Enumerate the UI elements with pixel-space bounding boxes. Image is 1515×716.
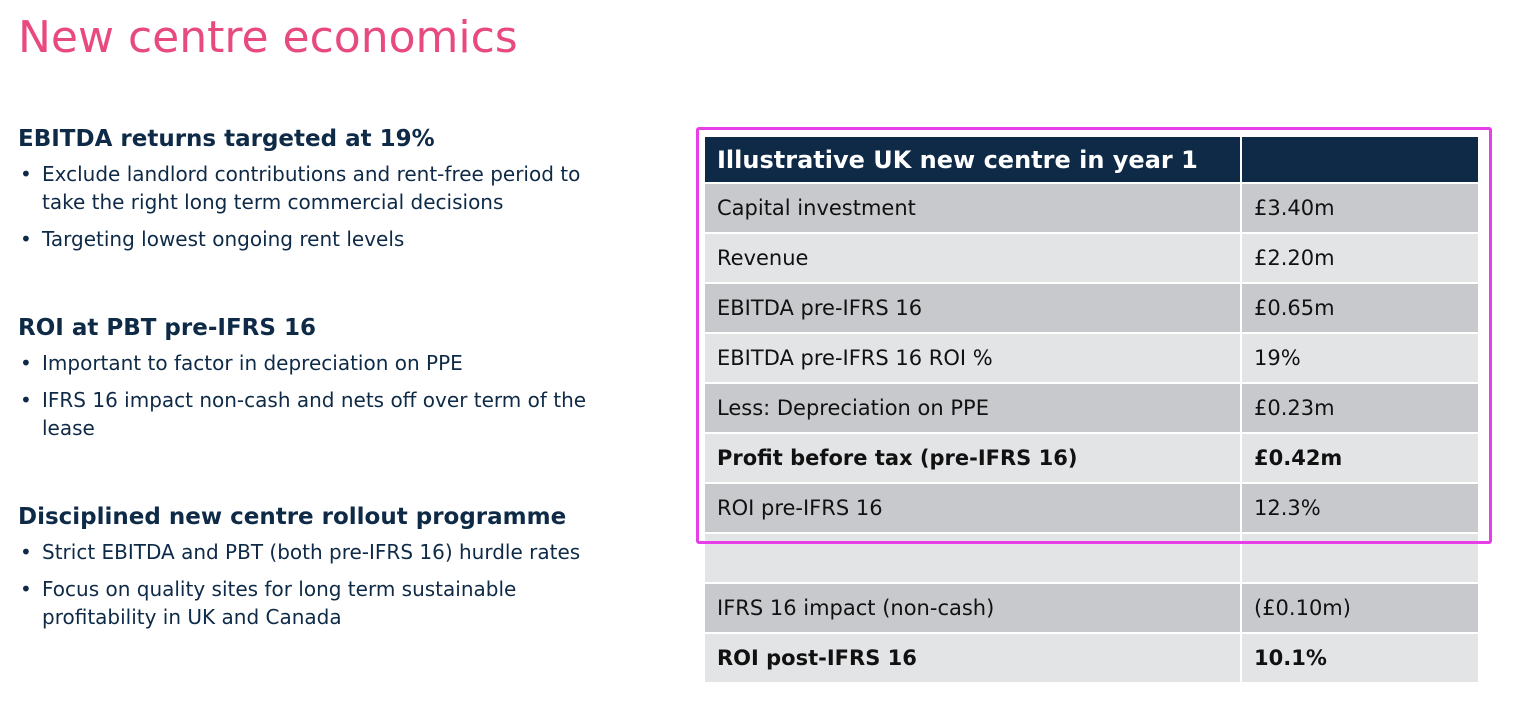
bullet: Strict EBITDA and PBT (both pre-IFRS 16)… bbox=[20, 538, 617, 566]
row-label: Less: Depreciation on PPE bbox=[705, 384, 1240, 432]
spacer-cell bbox=[705, 534, 1240, 582]
table-row: Profit before tax (pre-IFRS 16) £0.42m bbox=[705, 434, 1478, 482]
row-label: Capital investment bbox=[705, 184, 1240, 232]
row-label: ROI pre-IFRS 16 bbox=[705, 484, 1240, 532]
section: Disciplined new centre rollout programme… bbox=[18, 504, 638, 640]
row-label: IFRS 16 impact (non-cash) bbox=[705, 584, 1240, 632]
header-cell: Illustrative UK new centre in year 1 bbox=[705, 137, 1240, 182]
row-value: £0.42m bbox=[1242, 434, 1478, 482]
row-value: (£0.10m) bbox=[1242, 584, 1478, 632]
section: EBITDA returns targeted at 19% Exclude la… bbox=[18, 126, 638, 262]
bullet: Targeting lowest ongoing rent levels bbox=[20, 225, 617, 253]
row-label: ROI post-IFRS 16 bbox=[705, 634, 1240, 682]
row-value: £2.20m bbox=[1242, 234, 1478, 282]
bullet-list: Strict EBITDA and PBT (both pre-IFRS 16)… bbox=[18, 538, 638, 631]
table-row: Capital investment £3.40m bbox=[705, 184, 1478, 232]
table-row: EBITDA pre-IFRS 16 £0.65m bbox=[705, 284, 1478, 332]
row-value: £0.23m bbox=[1242, 384, 1478, 432]
row-label: EBITDA pre-IFRS 16 ROI % bbox=[705, 334, 1240, 382]
row-value: £0.65m bbox=[1242, 284, 1478, 332]
header-cell-empty bbox=[1242, 137, 1478, 182]
section: ROI at PBT pre-IFRS 16 Important to facto… bbox=[18, 315, 638, 451]
row-value: 10.1% bbox=[1242, 634, 1478, 682]
row-label: Revenue bbox=[705, 234, 1240, 282]
spacer-row bbox=[705, 534, 1478, 582]
bullet: Important to factor in depreciation on P… bbox=[20, 349, 617, 377]
bullet-list: Important to factor in depreciation on P… bbox=[18, 349, 638, 442]
spacer-cell bbox=[1242, 534, 1478, 582]
table-row: ROI post-IFRS 16 10.1% bbox=[705, 634, 1478, 682]
table-row: Less: Depreciation on PPE £0.23m bbox=[705, 384, 1478, 432]
row-value: 12.3% bbox=[1242, 484, 1478, 532]
section-heading: EBITDA returns targeted at 19% bbox=[18, 126, 435, 152]
row-label: EBITDA pre-IFRS 16 bbox=[705, 284, 1240, 332]
table-row: IFRS 16 impact (non-cash) (£0.10m) bbox=[705, 584, 1478, 632]
bullet: IFRS 16 impact non-cash and nets off ove… bbox=[20, 386, 617, 442]
row-value: 19% bbox=[1242, 334, 1478, 382]
bullet: Exclude landlord contributions and rent-… bbox=[20, 160, 617, 216]
table-row: ROI pre-IFRS 16 12.3% bbox=[705, 484, 1478, 532]
section-heading: ROI at PBT pre-IFRS 16 bbox=[18, 315, 316, 341]
table-row: Revenue £2.20m bbox=[705, 234, 1478, 282]
economics-table: Illustrative UK new centre in year 1 Cap… bbox=[705, 137, 1478, 684]
page-title: New centre economics bbox=[18, 12, 518, 63]
bullet: Focus on quality sites for long term sus… bbox=[20, 575, 617, 631]
table-row: EBITDA pre-IFRS 16 ROI % 19% bbox=[705, 334, 1478, 382]
bullet-list: Exclude landlord contributions and rent-… bbox=[18, 160, 638, 253]
row-label: Profit before tax (pre-IFRS 16) bbox=[705, 434, 1240, 482]
row-value: £3.40m bbox=[1242, 184, 1478, 232]
section-heading: Disciplined new centre rollout programme bbox=[18, 504, 567, 530]
table-header: Illustrative UK new centre in year 1 bbox=[705, 137, 1478, 182]
